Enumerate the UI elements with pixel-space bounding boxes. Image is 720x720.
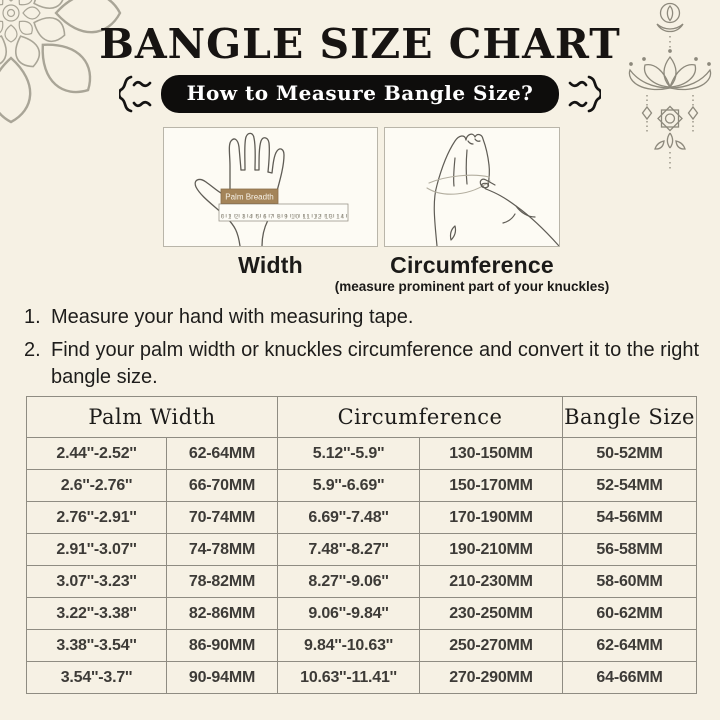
table-cell: 74-78MM: [165, 533, 279, 566]
bangle-size-table: Palm Width Circumference Bangle Size 2.4…: [25, 396, 698, 694]
table-cell: 8.27''-9.06'': [277, 565, 421, 598]
table-row: 3.22''-3.38'' 82-86MM 9.06''-9.84'' 230-250…: [26, 597, 698, 630]
table-cell: 56-58MM: [562, 533, 698, 566]
table-cell: 86-90MM: [165, 629, 279, 662]
table-cell: 3.38''-3.54'': [26, 629, 167, 662]
table-cell: 2.44''-2.52'': [26, 437, 167, 470]
size-table-body: 2.44''-2.52'' 62-64MM 5.12''-5.9'' 130-150M…: [26, 437, 698, 694]
instruction-number: 2.: [24, 339, 41, 362]
instruction-step-2: 2. Find your palm width or knuckles circ…: [24, 337, 700, 390]
table-row: 3.07''-3.23'' 78-82MM 8.27''-9.06'' 210-230…: [26, 565, 698, 598]
table-cell: 10.63''-11.41'': [277, 661, 421, 694]
table-cell: 62-64MM: [165, 437, 279, 470]
table-cell: 2.91''-3.07'': [26, 533, 167, 566]
table-cell: 70-74MM: [165, 501, 279, 534]
table-cell: 150-170MM: [419, 469, 564, 502]
instruction-text: Measure your hand with measuring tape.: [51, 306, 414, 328]
hand-circumference-illustration: [426, 133, 560, 247]
table-row: 2.76''-2.91'' 70-74MM 6.69''-7.48'' 170-190…: [26, 501, 698, 534]
table-cell: 62-64MM: [562, 629, 698, 662]
how-to-row: How to Measure Bangle Size?: [0, 74, 720, 114]
table-row: 2.91''-3.07'' 74-78MM 7.48''-8.27'' 190-210…: [26, 533, 698, 566]
header-palm-width: Palm Width: [25, 396, 279, 438]
table-cell: 82-86MM: [165, 597, 279, 630]
instruction-number: 1.: [24, 306, 41, 328]
table-cell: 90-94MM: [165, 661, 279, 694]
instructions-list: 1. Measure your hand with measuring tape…: [24, 304, 700, 397]
table-header-row: Palm Width Circumference Bangle Size: [25, 396, 698, 438]
tape-label: Palm Breadth: [225, 193, 273, 202]
instruction-text: Find your palm width or knuckles circumf…: [51, 339, 700, 388]
table-cell: 250-270MM: [419, 629, 564, 662]
table-cell: 2.76''-2.91'': [26, 501, 167, 534]
table-cell: 9.06''-9.84'': [277, 597, 421, 630]
table-row: 2.6''-2.76'' 66-70MM 5.9''-6.69'' 150-170MM…: [26, 469, 698, 502]
table-cell: 5.12''-5.9'': [277, 437, 421, 470]
table-cell: 230-250MM: [419, 597, 564, 630]
table-row: 2.44''-2.52'' 62-64MM 5.12''-5.9'' 130-150M…: [26, 437, 698, 470]
table-cell: 50-52MM: [562, 437, 698, 470]
table-row: 3.38''-3.54'' 86-90MM 9.84''-10.63'' 250-27…: [26, 629, 698, 662]
table-cell: 9.84''-10.63'': [277, 629, 421, 662]
header-bangle-size: Bangle Size: [562, 396, 698, 438]
circumference-illustration-box: [384, 127, 560, 247]
table-cell: 7.48''-8.27'': [277, 533, 421, 566]
table-cell: 64-66MM: [562, 661, 698, 694]
table-cell: 270-290MM: [419, 661, 564, 694]
table-cell: 130-150MM: [419, 437, 564, 470]
table-cell: 3.54''-3.7'': [26, 661, 167, 694]
table-cell: 54-56MM: [562, 501, 698, 534]
hand-width-illustration: 0 1 2 3 4 5 6 7 8 9 10 11 12 13 14 Palm …: [194, 132, 349, 247]
table-cell: 52-54MM: [562, 469, 698, 502]
table-cell: 190-210MM: [419, 533, 564, 566]
table-cell: 66-70MM: [165, 469, 279, 502]
circumference-note: (measure prominent part of your knuckles…: [334, 279, 610, 294]
right-flourish-icon: [569, 75, 602, 113]
table-cell: 58-60MM: [562, 565, 698, 598]
table-cell: 60-62MM: [562, 597, 698, 630]
table-cell: 3.22''-3.38'': [26, 597, 167, 630]
ruler-numbers: 0 1 2 3 4 5 6 7 8 9 10 11 12 13 14: [221, 215, 345, 221]
instruction-step-1: 1. Measure your hand with measuring tape…: [24, 304, 700, 330]
circumference-caption: Circumference: [390, 252, 554, 278]
width-illustration-box: 0 1 2 3 4 5 6 7 8 9 10 11 12 13 14 Palm …: [163, 127, 378, 247]
header-circumference: Circumference: [277, 396, 564, 438]
table-cell: 2.6''-2.76'': [26, 469, 167, 502]
width-caption: Width: [238, 252, 303, 278]
page-title: BANGLE SIZE CHART: [99, 20, 621, 68]
table-cell: 3.07''-3.23'': [26, 565, 167, 598]
table-cell: 5.9''-6.69'': [277, 469, 421, 502]
table-cell: 6.69''-7.48'': [277, 501, 421, 534]
how-to-measure-button: How to Measure Bangle Size?: [160, 75, 560, 113]
table-cell: 210-230MM: [419, 565, 564, 598]
left-flourish-icon: [118, 75, 151, 113]
table-cell: 78-82MM: [165, 565, 279, 598]
table-row: 3.54''-3.7'' 90-94MM 10.63''-11.41'' 270-29…: [26, 661, 698, 694]
table-cell: 170-190MM: [419, 501, 564, 534]
